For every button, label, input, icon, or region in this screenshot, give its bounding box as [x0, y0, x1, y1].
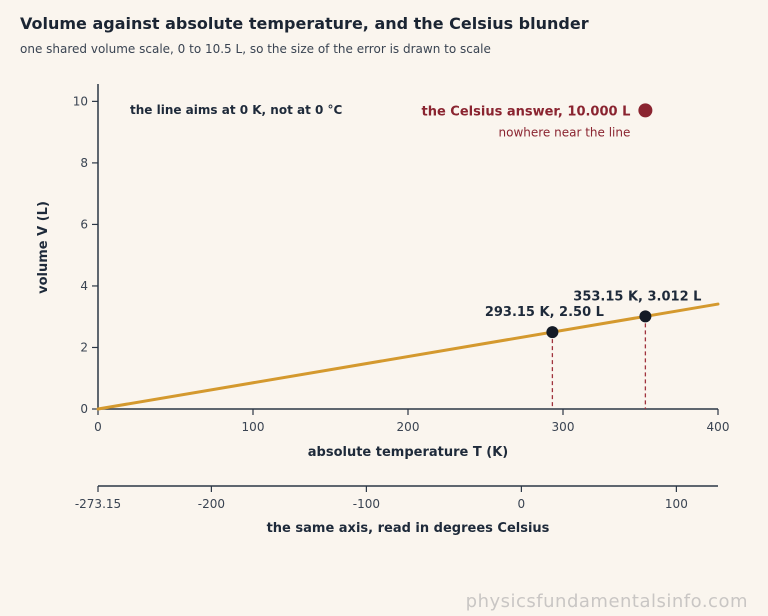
x-tick-label: 300 — [552, 420, 575, 434]
chart-title: Volume against absolute temperature, and… — [20, 14, 589, 33]
data-point-label: 353.15 K, 3.012 L — [573, 289, 701, 304]
celsius-answer-point — [638, 103, 653, 118]
y-tick-label: 6 — [80, 217, 88, 231]
watermark: physicsfundamentalsinfo.com — [465, 591, 748, 612]
celsius-axis-title: the same axis, read in degrees Celsius — [267, 521, 550, 536]
celsius-answer-label: the Celsius answer, 10.000 L — [422, 104, 631, 119]
celsius-tick-label: -100 — [353, 497, 380, 511]
y-tick-label: 10 — [73, 94, 88, 108]
celsius-tick-label: -273.15 — [75, 497, 121, 511]
volume-line — [96, 302, 720, 411]
x-tick-label: 400 — [707, 420, 730, 434]
y-axis-title: volume V (L) — [36, 201, 51, 294]
celsius-tick-label: 0 — [518, 497, 526, 511]
data-point — [546, 326, 559, 339]
y-tick-label: 2 — [80, 340, 88, 354]
labels-group: absolute temperature T (K) volume V (L) th… — [36, 103, 701, 536]
x-axis-title: absolute temperature T (K) — [308, 445, 508, 460]
y-tick-label: 0 — [80, 402, 88, 416]
data-point — [639, 310, 652, 323]
data-point-label: 293.15 K, 2.50 L — [485, 305, 604, 320]
chart-subtitle: one shared volume scale, 0 to 10.5 L, so… — [20, 42, 491, 56]
y-tick-label: 8 — [80, 156, 88, 170]
y-tick-label: 4 — [80, 279, 88, 293]
marks-group — [96, 103, 720, 411]
line-annotation: the line aims at 0 K, not at 0 °C — [130, 103, 343, 117]
celsius-tick-label: 100 — [665, 497, 688, 511]
celsius-tick-label: -200 — [198, 497, 225, 511]
x-tick-label: 0 — [94, 420, 102, 434]
x-tick-label: 100 — [242, 420, 265, 434]
celsius-answer-sublabel: nowhere near the line — [499, 125, 631, 139]
x-tick-label: 200 — [397, 420, 420, 434]
